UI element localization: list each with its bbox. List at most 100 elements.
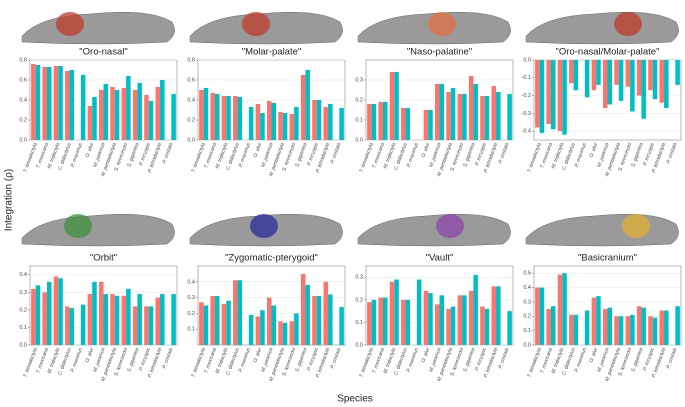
region-highlight [428, 12, 456, 36]
bar [562, 60, 567, 135]
bar [462, 295, 467, 345]
bar [137, 294, 142, 345]
x-tick-label: O. afer [588, 347, 599, 364]
bar [226, 96, 231, 140]
x-tick-label: O. afer [84, 347, 95, 364]
y-axis-label: Integration (ρ) [4, 169, 15, 231]
y-tick-label: 0.3 [355, 77, 363, 83]
bar [641, 60, 646, 119]
bar [323, 281, 329, 345]
y-tick-label: 0.8 [19, 57, 27, 63]
y-tick-label: 0.5 [523, 271, 531, 277]
bar [155, 87, 161, 140]
bar [382, 102, 388, 140]
bar [46, 67, 52, 140]
bar [675, 306, 680, 345]
y-tick-label: 0.2 [355, 297, 363, 303]
skull-image [21, 11, 175, 45]
y-tick-label: 0.4 [523, 285, 531, 291]
bar [557, 274, 563, 345]
x-tick-label: P. cristata [665, 347, 678, 370]
chart-title: "Vault" [426, 253, 454, 264]
bar [457, 295, 463, 345]
bar [439, 295, 445, 345]
region-highlight [436, 214, 464, 238]
bar [636, 306, 642, 345]
bar [607, 307, 613, 345]
y-tick-label: -0.2 [522, 93, 531, 99]
bar [323, 107, 329, 140]
bar [371, 299, 377, 345]
bar [35, 285, 41, 345]
bar [636, 60, 642, 96]
bar [171, 294, 176, 345]
y-tick-label: 0.0 [19, 342, 27, 348]
region-highlight [242, 12, 270, 36]
bar [584, 310, 590, 345]
y-tick-label: 0.2 [19, 307, 27, 313]
x-tick-label: O. afer [588, 142, 599, 159]
bar [199, 302, 204, 345]
chart-title: "Naso-palatine" [407, 47, 472, 58]
chart-title: "Oro-nasal" [79, 47, 127, 58]
bar [144, 95, 149, 140]
bar [675, 60, 680, 85]
bar [114, 295, 120, 345]
bar [423, 110, 429, 140]
bar [625, 60, 631, 87]
bar [305, 284, 310, 345]
y-tick-label: 0.1 [355, 320, 363, 326]
bar [199, 90, 204, 140]
bar [507, 94, 512, 140]
bar [248, 314, 254, 345]
bar [468, 76, 474, 140]
bar [237, 280, 243, 345]
bar [31, 64, 36, 140]
bar [648, 316, 653, 345]
bar [484, 96, 490, 140]
x-tick-label: T. tetradactyla [358, 142, 374, 174]
bar [255, 316, 261, 345]
bar [271, 103, 277, 140]
bar [58, 66, 63, 140]
bar [473, 275, 478, 345]
bar [378, 102, 383, 140]
bar [98, 90, 104, 140]
bar [468, 290, 474, 345]
x-tick-label: O. afer [252, 347, 263, 364]
chart-title: "Molar-palate" [242, 47, 302, 58]
x-tick-label: T. tetradactyla [358, 347, 374, 379]
y-tick-label: 0.2 [187, 311, 195, 317]
bar [648, 60, 653, 91]
bar [591, 60, 597, 91]
x-tick-label: T. tetradactyla [526, 347, 542, 379]
x-tick-label: P. cristata [665, 142, 678, 165]
bar [416, 279, 422, 345]
bar [423, 290, 429, 345]
bar [260, 310, 265, 345]
bar [480, 96, 485, 140]
bar [132, 306, 138, 345]
y-tick-label: 0.1 [187, 327, 195, 333]
bar [92, 281, 97, 345]
bar [233, 280, 238, 345]
bar [300, 273, 306, 345]
y-tick-label: 0.3 [187, 295, 195, 301]
bar [618, 316, 624, 345]
bar [103, 294, 109, 345]
bar [557, 60, 563, 132]
bar [339, 307, 344, 345]
bar [569, 314, 574, 345]
bar [278, 112, 283, 140]
bar [596, 296, 601, 345]
bar [92, 97, 97, 140]
bar [591, 297, 597, 345]
bar [282, 322, 288, 345]
bar [42, 67, 47, 140]
bar [171, 94, 176, 140]
bar [641, 307, 646, 345]
bar [121, 295, 127, 345]
bar [401, 299, 406, 345]
bar [434, 84, 440, 140]
bar [137, 83, 142, 140]
